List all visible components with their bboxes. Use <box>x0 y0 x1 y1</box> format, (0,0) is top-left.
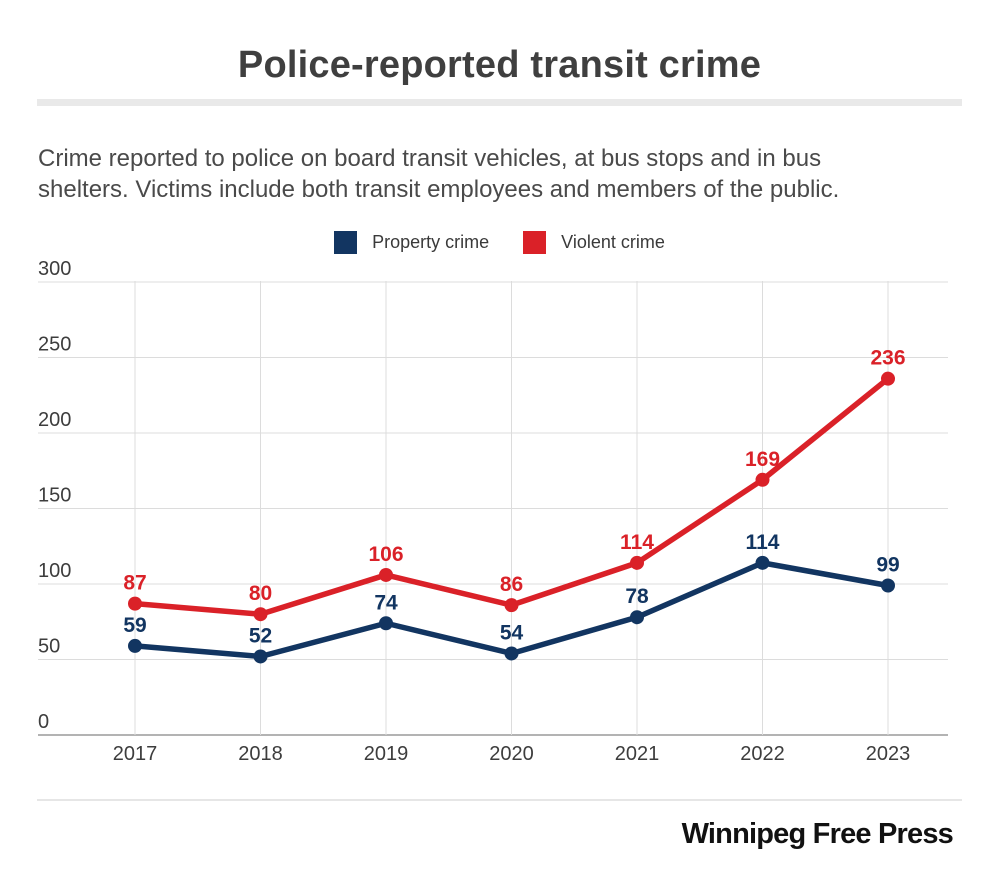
x-tick-label: 2023 <box>866 743 911 765</box>
subtitle-line-1: Crime reported to police on board transi… <box>38 145 822 172</box>
legend-item-property-crime: Property crime <box>334 231 489 254</box>
data-label: 99 <box>876 554 899 577</box>
subtitle-line-2: shelters. Victims include both transit e… <box>38 176 840 203</box>
x-tick-label: 2018 <box>238 743 283 765</box>
x-tick-label: 2021 <box>615 743 660 765</box>
data-label: 114 <box>620 531 654 554</box>
page-title: Police-reported transit crime <box>237 44 762 86</box>
data-point <box>630 610 644 625</box>
legend-item-violent-crime: Violent crime <box>523 231 665 254</box>
x-tick-label: 2020 <box>489 743 534 765</box>
data-label: 106 <box>368 543 403 566</box>
data-point <box>379 567 393 582</box>
violent-crime-swatch <box>523 231 547 254</box>
data-point <box>128 596 142 611</box>
data-point <box>504 646 519 661</box>
x-tick-label: 2019 <box>364 743 409 765</box>
data-point <box>379 616 393 631</box>
data-label: 78 <box>625 585 649 608</box>
y-tick-label: 50 <box>38 636 60 658</box>
data-point <box>881 578 895 593</box>
y-tick-label: 0 <box>38 711 49 733</box>
chart-legend: Property crime Violent crime <box>0 231 999 254</box>
property-crime-swatch <box>334 231 358 254</box>
y-tick-label: 150 <box>38 485 71 507</box>
y-tick-label: 250 <box>38 334 71 356</box>
data-point <box>504 598 519 613</box>
chart-subtitle: Crime reported to police on board transi… <box>38 143 839 205</box>
data-point <box>755 555 770 570</box>
publisher-logo: Winnipeg Free Press <box>681 818 954 850</box>
data-point <box>630 555 644 570</box>
legend-label: Violent crime <box>561 232 665 252</box>
data-point <box>755 472 770 487</box>
x-tick-label: 2017 <box>113 743 158 765</box>
data-label: 86 <box>500 573 523 596</box>
data-label: 52 <box>249 624 272 647</box>
data-label: 236 <box>870 347 905 370</box>
y-tick-label: 200 <box>38 409 71 431</box>
data-point <box>253 607 268 622</box>
data-point <box>128 638 142 653</box>
data-label: 169 <box>745 448 780 471</box>
data-label: 59 <box>123 614 146 637</box>
data-label: 114 <box>746 531 780 554</box>
y-tick-label: 300 <box>38 258 71 280</box>
x-tick-label: 2022 <box>740 743 785 765</box>
data-label: 74 <box>374 591 398 614</box>
data-point <box>253 649 268 664</box>
data-label: 87 <box>123 572 146 595</box>
title-divider <box>37 99 962 106</box>
data-point <box>881 371 895 386</box>
data-label: 80 <box>249 582 272 605</box>
y-tick-label: 100 <box>38 560 71 582</box>
footer-divider <box>37 799 962 801</box>
legend-label: Property crime <box>372 232 490 252</box>
data-label: 54 <box>500 621 524 644</box>
